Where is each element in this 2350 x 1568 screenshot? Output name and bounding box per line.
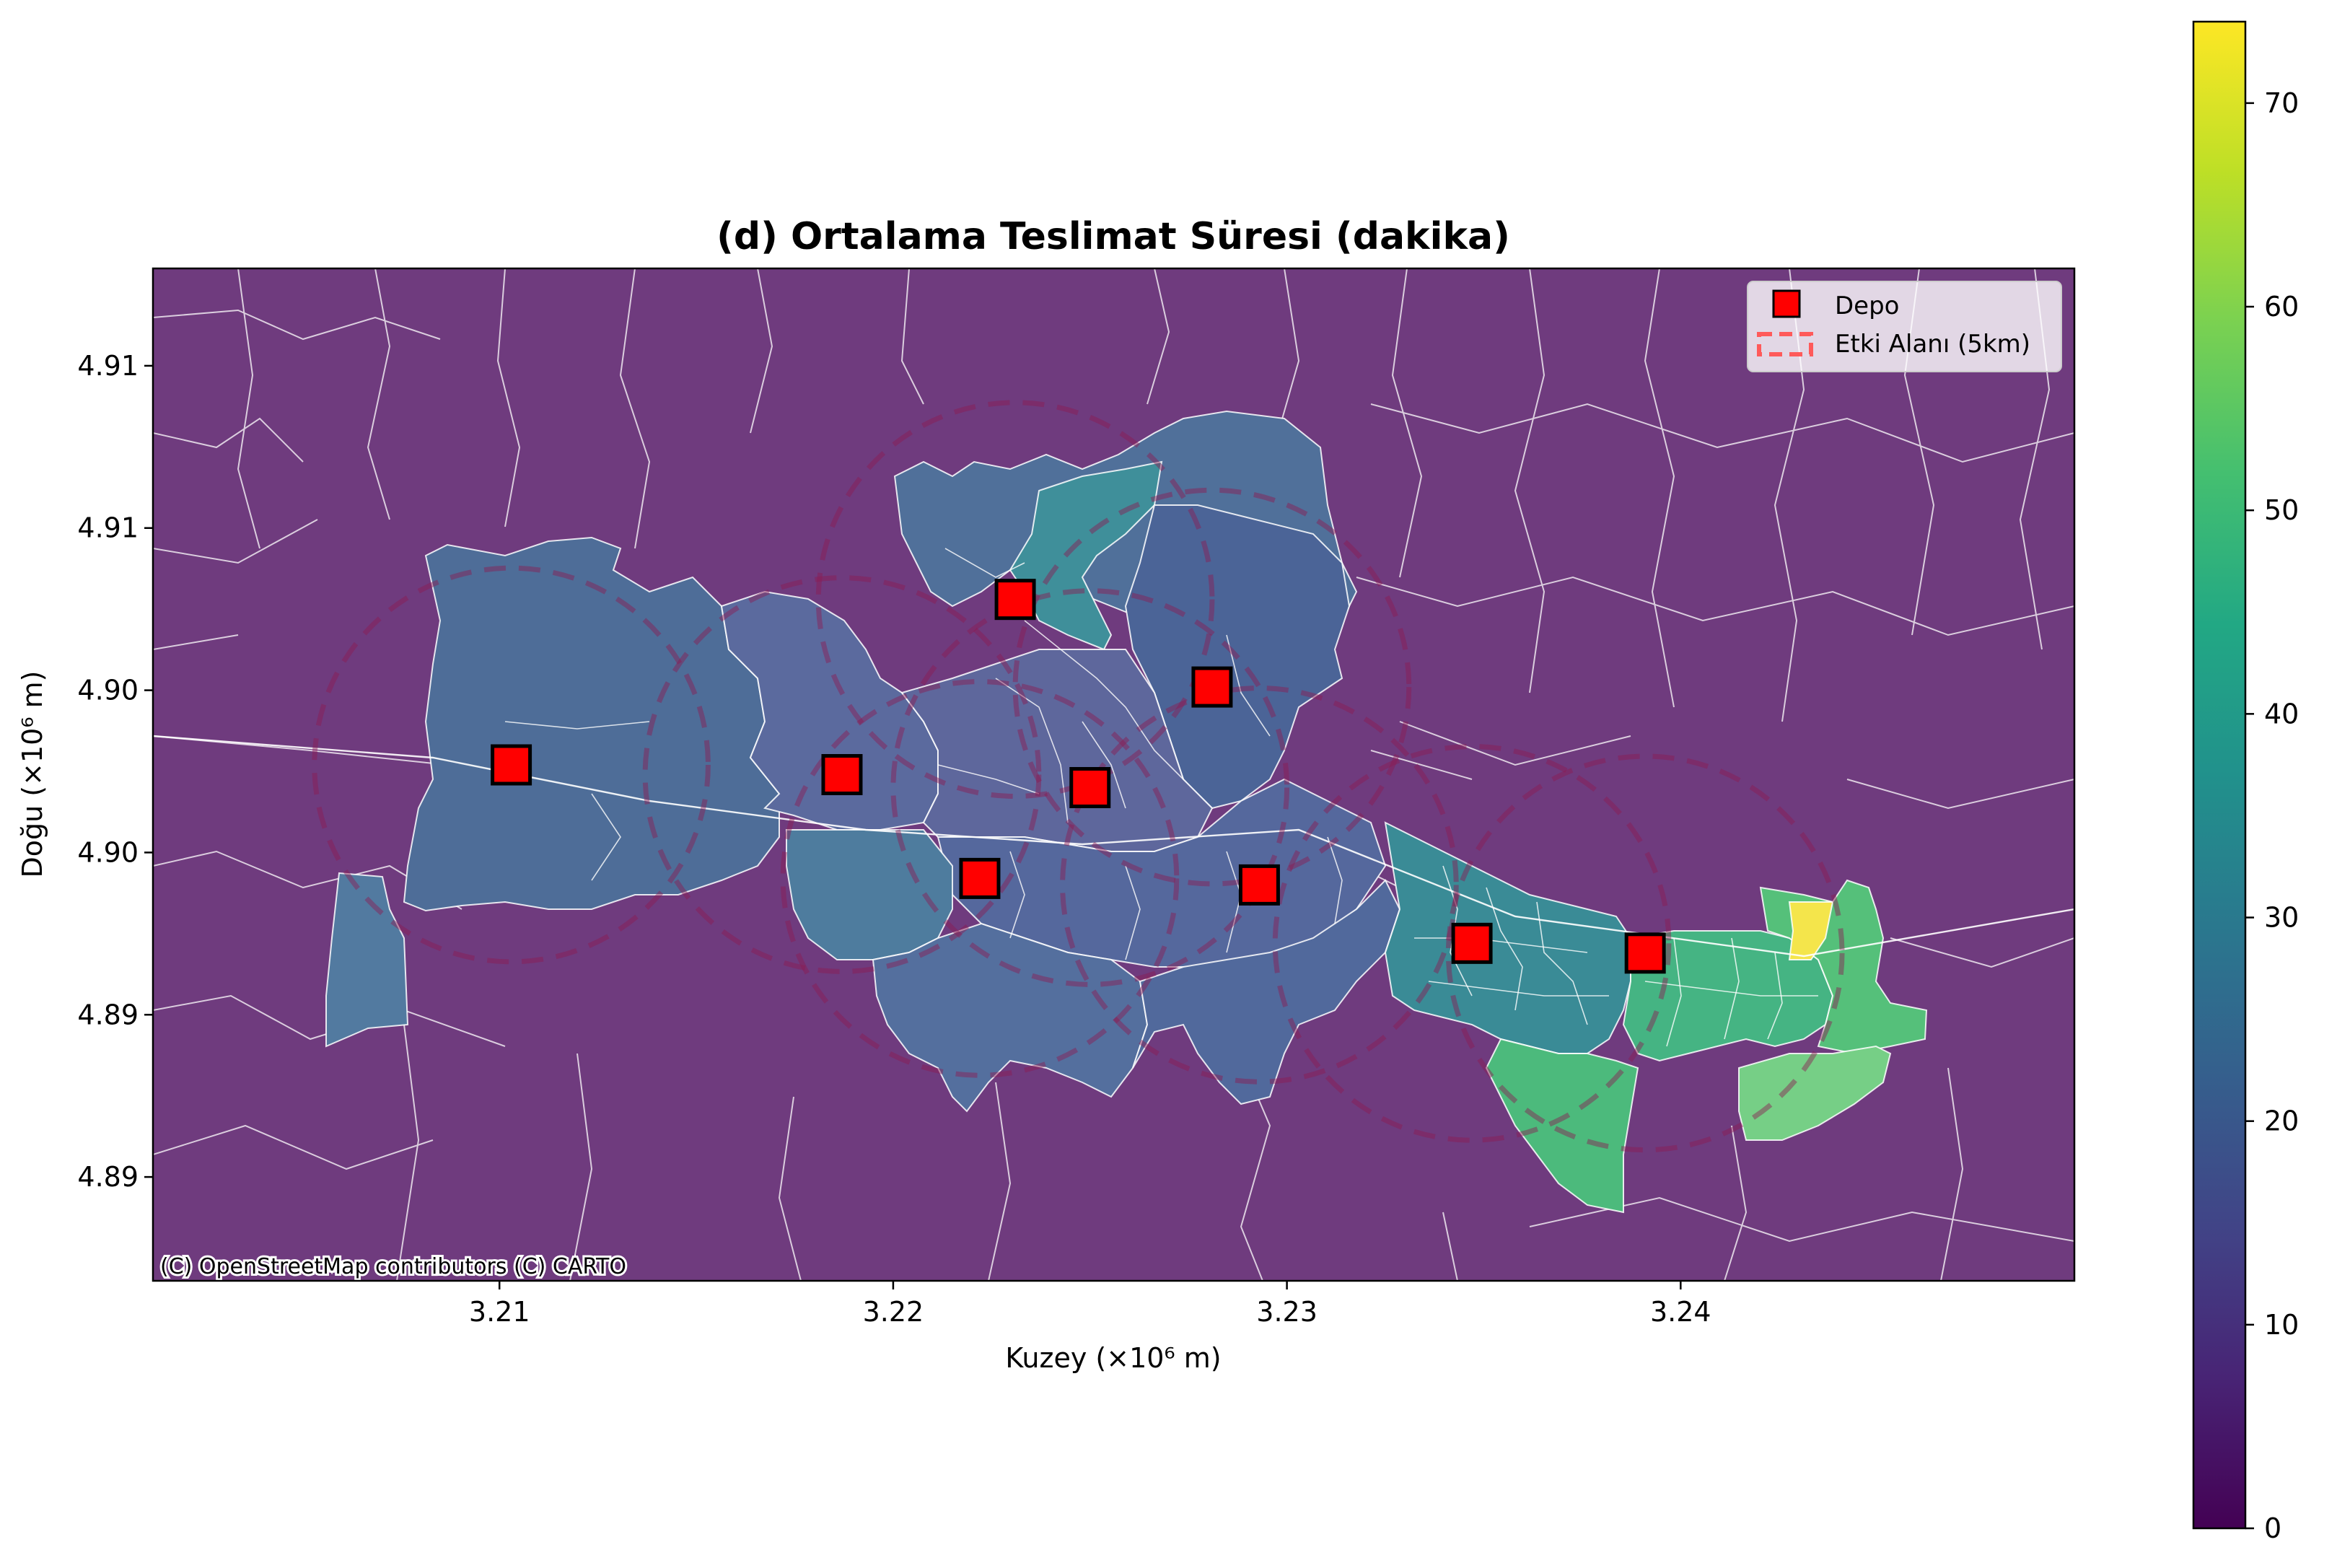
y-tick-label: 4.89 bbox=[77, 999, 139, 1030]
colorbar-tick-label: 30 bbox=[2264, 902, 2299, 934]
impact-circle bbox=[890, 588, 1290, 987]
legend-area-marker bbox=[1757, 332, 1813, 356]
y-tick-label: 4.91 bbox=[77, 512, 139, 544]
y-tick-label: 4.90 bbox=[77, 675, 139, 706]
y-tick-label: 4.89 bbox=[77, 1161, 139, 1193]
colorbar-tick-label: 20 bbox=[2264, 1105, 2299, 1137]
region-south-east bbox=[1132, 879, 1401, 1105]
legend-box bbox=[1747, 281, 2062, 372]
region-east bbox=[1622, 930, 1834, 1062]
depots-layer bbox=[491, 579, 1666, 974]
y-axis-ticks: 4.89 4.89 4.90 4.90 4.91 4.91 bbox=[77, 350, 153, 1193]
choropleth-regions bbox=[325, 410, 1928, 1214]
depot-marker bbox=[491, 744, 532, 786]
colorbar-tick-label: 70 bbox=[2264, 87, 2299, 119]
colorbar-tick-label: 0 bbox=[2264, 1512, 2281, 1544]
depot-marker bbox=[1238, 864, 1280, 906]
impact-circle bbox=[1272, 743, 1672, 1143]
x-tick-label: 3.23 bbox=[1256, 1296, 1318, 1328]
y-tick-label: 4.91 bbox=[77, 350, 139, 382]
impact-circle bbox=[1012, 487, 1412, 887]
depot-marker bbox=[1624, 932, 1666, 974]
depot-marker bbox=[1191, 666, 1233, 708]
axes-frame bbox=[152, 267, 2076, 1282]
map-area: (C) OpenStreetMap contributors (C) CARTO bbox=[153, 268, 2074, 1281]
y-tick-label: 4.90 bbox=[77, 836, 139, 868]
legend-depot-marker bbox=[1772, 289, 1801, 318]
region-east-south bbox=[1485, 1038, 1639, 1214]
impact-circle bbox=[1445, 753, 1845, 1153]
region-hotspot bbox=[1788, 901, 1834, 960]
colorbar-frame bbox=[2192, 20, 2247, 1530]
region-west-south-strip bbox=[325, 872, 409, 1048]
map-title: (d) Ortalama Teslimat Süresi (dakika) bbox=[716, 215, 1510, 258]
x-axis-ticks: 3.21 3.22 3.23 3.24 bbox=[469, 1281, 1711, 1328]
colorbar-tick-label: 10 bbox=[2264, 1309, 2299, 1341]
impact-circle bbox=[312, 565, 711, 965]
impact-circles bbox=[312, 400, 1845, 1153]
x-tick-label: 3.22 bbox=[863, 1296, 924, 1328]
impact-circle bbox=[815, 400, 1215, 800]
depot-marker bbox=[1069, 766, 1111, 808]
depot-marker bbox=[959, 857, 1001, 899]
impact-circle bbox=[780, 679, 1180, 1078]
legend-area-label: Etki Alanı (5km) bbox=[1835, 330, 2030, 359]
depot-marker bbox=[1451, 922, 1493, 964]
region-north-east bbox=[1124, 504, 1351, 810]
depot-marker bbox=[994, 579, 1036, 621]
region-far-east-south bbox=[1738, 1045, 1892, 1141]
impact-circle bbox=[1060, 686, 1459, 1085]
depot-marker bbox=[821, 754, 863, 795]
colorbar-tick-label: 40 bbox=[2264, 698, 2299, 730]
colorbar-tick-label: 60 bbox=[2264, 291, 2299, 323]
y-axis-label: Doğu (×10⁶ m) bbox=[17, 671, 48, 878]
colorbar: 0 10 20 30 40 50 60 70 bbox=[2192, 20, 2299, 1544]
legend: Depo Etki Alanı (5km) bbox=[1747, 281, 2062, 372]
legend-depot-label: Depo bbox=[1835, 292, 1899, 320]
colorbar-gradient bbox=[2193, 22, 2245, 1528]
impact-circle bbox=[642, 575, 1042, 974]
region-west bbox=[403, 536, 780, 912]
region-south bbox=[872, 922, 1149, 1113]
x-axis-label: Kuzey (×10⁶ m) bbox=[1005, 1342, 1221, 1374]
colorbar-tick-label: 50 bbox=[2264, 494, 2299, 526]
x-tick-label: 3.21 bbox=[469, 1296, 530, 1328]
x-tick-label: 3.24 bbox=[1650, 1296, 1711, 1328]
map-attribution: (C) OpenStreetMap contributors (C) CARTO bbox=[160, 1254, 626, 1279]
colorbar-ticks: 0 10 20 30 40 50 60 70 bbox=[2245, 87, 2299, 1544]
